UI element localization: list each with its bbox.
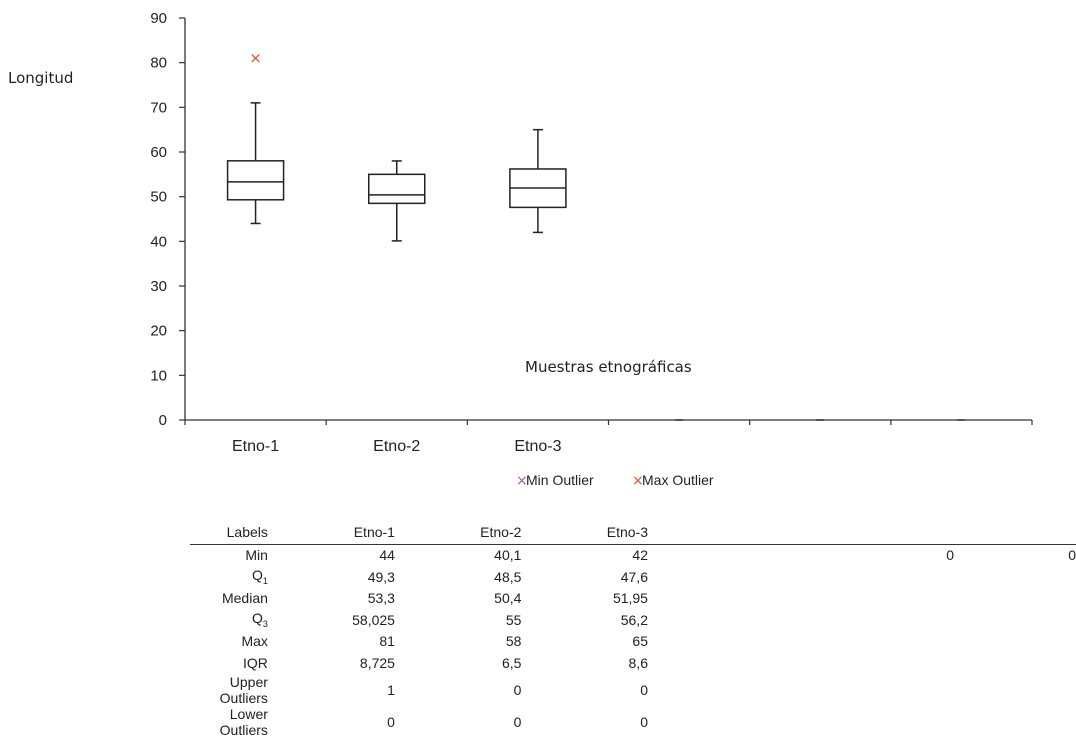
x-tick-label: Etno-2 bbox=[373, 438, 420, 455]
table-cell: 50,4 bbox=[494, 590, 522, 607]
table-row: IQR 8,725 6,5 8,6 bbox=[190, 652, 1076, 674]
table-extra-cell bbox=[954, 706, 1076, 738]
stats-table: Labels Etno-1 Etno-2 Etno-3 Min 44 40,1 42 0… bbox=[190, 521, 1076, 738]
iqr-box bbox=[368, 173, 426, 205]
row-label: Q1 bbox=[252, 567, 268, 587]
table-extra-cell: 0 bbox=[1068, 547, 1076, 564]
table-row: Median 53,3 50,4 51,95 bbox=[190, 588, 1076, 610]
y-axis: 0 10 20 30 40 50 60 70 80 90 bbox=[150, 10, 186, 429]
table-extra-cell bbox=[890, 609, 954, 631]
legend-label: Max Outlier bbox=[642, 472, 714, 488]
legend: ×Min Outlier ×Max Outlier bbox=[516, 472, 714, 489]
box-etno-3 bbox=[509, 128, 567, 234]
table-cell: 56,2 bbox=[620, 611, 648, 628]
table-extra-cell bbox=[954, 609, 1076, 631]
table-extra-cell: 0 bbox=[946, 547, 954, 564]
table-cell: 0 bbox=[640, 681, 648, 698]
y-tick-label: 90 bbox=[150, 10, 167, 27]
table-cell: 58 bbox=[505, 633, 522, 650]
box-etno-1: × bbox=[226, 49, 285, 225]
y-tick-label: 30 bbox=[150, 278, 167, 295]
legend-label: Min Outlier bbox=[526, 472, 594, 488]
table-cell: 53,3 bbox=[367, 590, 395, 607]
table-extra-cell bbox=[954, 566, 1076, 588]
table-row: Lower Outliers 0 0 0 bbox=[190, 706, 1076, 738]
table-extra-cell bbox=[890, 706, 954, 738]
y-axis-title: Longitud bbox=[8, 69, 73, 87]
iqr-box bbox=[226, 160, 285, 201]
y-tick-label: 20 bbox=[150, 323, 167, 340]
row-label: Upper Outliers bbox=[219, 673, 268, 706]
x-axis-title: Muestras etnográficas bbox=[525, 358, 692, 376]
table-cell: 0 bbox=[387, 713, 395, 730]
table-extra-cell bbox=[890, 631, 954, 653]
table-cell: 0 bbox=[513, 681, 522, 698]
table-cell: 40,1 bbox=[494, 547, 522, 564]
box-plot-chart: 0 10 20 30 40 50 60 70 80 90 Etno-1 Etno-2 Etno-3 ×… bbox=[8, 10, 1033, 489]
table-cell: 58,025 bbox=[352, 611, 395, 628]
row-label: Median bbox=[221, 590, 268, 607]
legend-item-max-outlier: ×Max Outlier bbox=[632, 472, 714, 489]
table-cell: 8,725 bbox=[359, 654, 395, 671]
table-cell: 65 bbox=[632, 633, 648, 650]
table-cell: 44 bbox=[379, 547, 395, 564]
table-cell: 8,6 bbox=[628, 654, 648, 671]
x-axis: Etno-1 Etno-2 Etno-3 bbox=[184, 419, 1033, 455]
table-header-row: Labels Etno-1 Etno-2 Etno-3 bbox=[190, 521, 1076, 544]
table-extra-cell bbox=[954, 674, 1076, 706]
row-label: IQR bbox=[243, 654, 268, 671]
table-cell: 47,6 bbox=[620, 568, 648, 585]
table-cell: 1 bbox=[387, 681, 395, 698]
row-label: Lower Outliers bbox=[219, 705, 268, 738]
table-cell: 51,95 bbox=[612, 590, 648, 607]
table-cell: 42 bbox=[632, 547, 648, 564]
table-row: Upper Outliers 1 0 0 bbox=[190, 674, 1076, 706]
y-tick-label: 60 bbox=[150, 144, 167, 161]
table-cell: 0 bbox=[640, 713, 648, 730]
table-row: Q1 49,3 48,5 47,6 bbox=[190, 566, 1076, 588]
table-header-col: Etno-2 bbox=[480, 523, 522, 540]
legend-item-min-outlier: ×Min Outlier bbox=[516, 472, 594, 489]
table-row: Min 44 40,1 42 0 0 bbox=[190, 544, 1076, 566]
table-body: Min 44 40,1 42 0 0 Q1 49,3 48,5 47,6 Median 53,3 50,… bbox=[190, 544, 1076, 738]
table-row: Max 81 58 65 bbox=[190, 631, 1076, 653]
x-tick-label: Etno-3 bbox=[514, 438, 561, 455]
table-row: Q3 58,025 55 56,2 bbox=[190, 609, 1076, 631]
table-header-col: Etno-3 bbox=[606, 523, 648, 540]
table-cell: 0 bbox=[513, 713, 522, 730]
table-extra-cell bbox=[954, 631, 1076, 653]
table-cell: 6,5 bbox=[501, 654, 522, 671]
table-cell: 81 bbox=[379, 633, 395, 650]
table-header-col: Etno-1 bbox=[353, 523, 395, 540]
table-extra-cell bbox=[954, 588, 1076, 610]
y-tick-label: 0 bbox=[159, 412, 167, 429]
table-extra-cell bbox=[890, 674, 954, 706]
y-tick-label: 80 bbox=[150, 55, 167, 72]
y-tick-label: 70 bbox=[150, 99, 167, 116]
table-cell: 49,3 bbox=[367, 568, 395, 585]
row-label: Min bbox=[245, 547, 268, 564]
table-extra-cell bbox=[890, 588, 954, 610]
table-cell: 48,5 bbox=[494, 568, 522, 585]
y-tick-label: 10 bbox=[150, 367, 167, 384]
box-series: × bbox=[226, 49, 567, 242]
x-tick-label: Etno-1 bbox=[232, 438, 279, 455]
table-extra-cell bbox=[890, 566, 954, 588]
table-cell: 55 bbox=[505, 611, 522, 628]
legend-marker: × bbox=[632, 473, 644, 489]
table-header-label: Labels bbox=[226, 523, 268, 540]
y-tick-label: 50 bbox=[150, 189, 167, 206]
table-extra-cell bbox=[954, 652, 1076, 674]
table-extra-cell bbox=[890, 652, 954, 674]
legend-marker: × bbox=[516, 473, 528, 489]
y-tick-label: 40 bbox=[150, 233, 167, 250]
row-label: Q3 bbox=[252, 610, 268, 630]
row-label: Max bbox=[241, 633, 268, 650]
max-outlier-marker: × bbox=[249, 49, 262, 67]
box-etno-2 bbox=[368, 160, 426, 242]
